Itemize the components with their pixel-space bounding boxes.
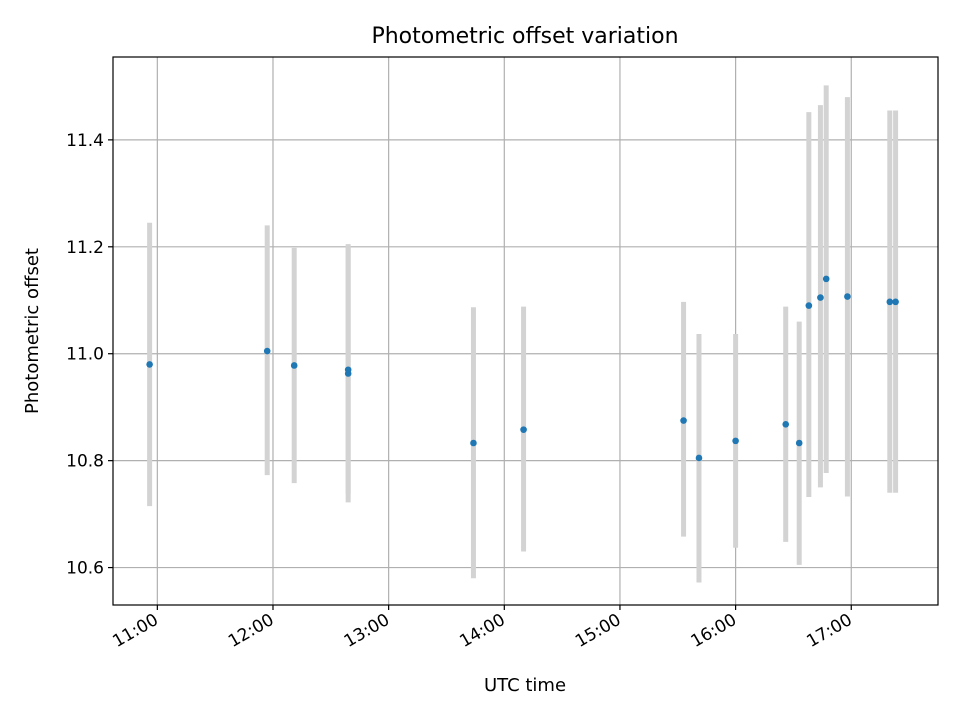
y-tick-label: 11.0 <box>66 345 104 365</box>
data-point <box>805 302 813 309</box>
plot-frame <box>112 56 939 606</box>
data-point <box>886 298 894 306</box>
y-tick-label: 10.8 <box>66 452 104 472</box>
data-point <box>892 298 899 306</box>
data-point <box>782 420 790 428</box>
data-point <box>263 347 271 355</box>
data-point <box>520 426 527 433</box>
y-axis-label: Photometric offset <box>22 248 43 414</box>
data-point <box>680 417 687 424</box>
x-axis-label: UTC time <box>484 675 566 696</box>
chart-title: Photometric offset variation <box>371 24 678 49</box>
data-points <box>146 275 899 462</box>
data-point <box>844 293 851 300</box>
data-point <box>290 362 298 369</box>
data-point <box>470 439 477 447</box>
y-axis: 10.6 10.8 11.0 11.2 11.4 <box>66 131 113 579</box>
data-point <box>146 361 153 368</box>
y-tick-label: 11.2 <box>66 238 104 258</box>
data-point <box>695 454 703 462</box>
data-point <box>795 439 803 447</box>
y-tick-label: 10.6 <box>66 559 104 579</box>
data-point <box>822 275 830 283</box>
data-point <box>817 294 824 301</box>
data-point <box>344 366 352 374</box>
data-point <box>732 437 739 445</box>
y-tick-label: 11.4 <box>66 131 104 151</box>
